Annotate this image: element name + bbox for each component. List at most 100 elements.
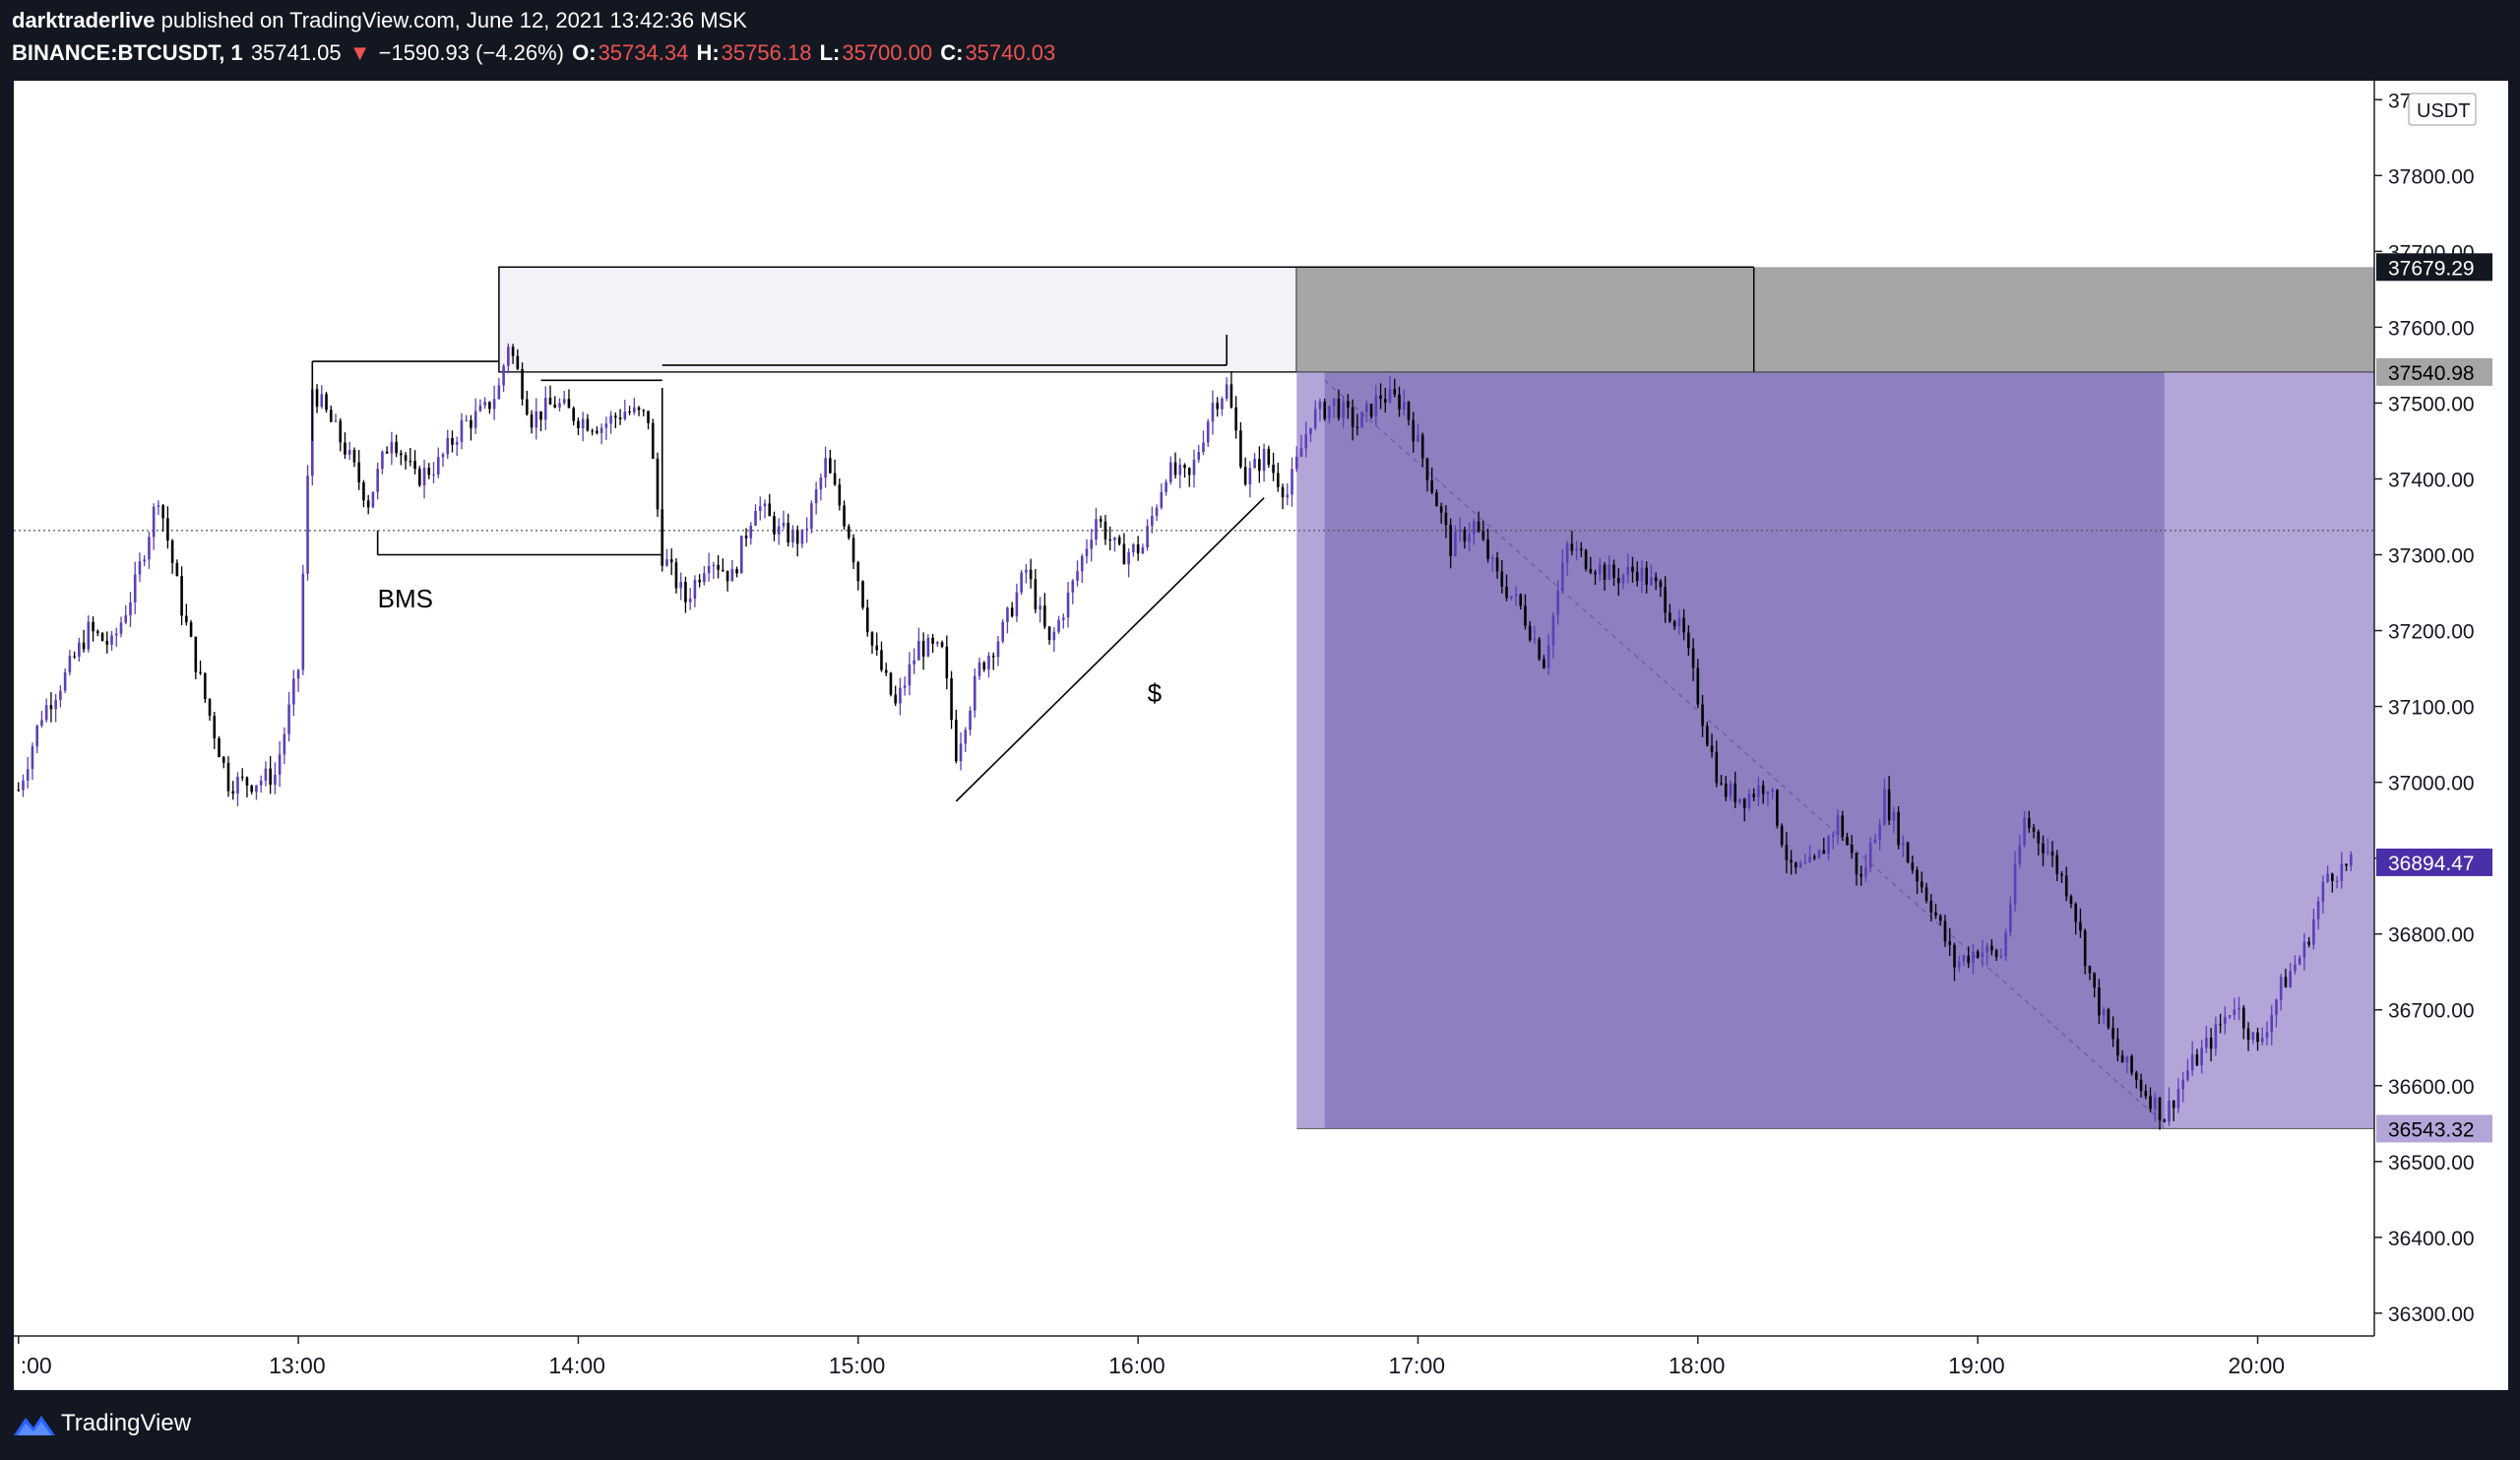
candle-body [787,523,789,542]
candle-body [1976,951,1980,958]
candle-body [1589,568,1593,573]
candle-body [427,468,431,476]
time-tick-label: 16:00 [1108,1353,1166,1378]
symbol-name[interactable]: BINANCE:BTCUSDT, 1 [12,40,243,65]
price-badge [2376,253,2492,282]
candle-body [810,503,813,529]
candle-body [1603,564,1606,580]
candle-body [1682,617,1685,633]
candle-body [1099,519,1102,522]
candle-body [1967,955,1970,964]
candle-body [1473,521,1476,535]
candle-body [2023,817,2026,846]
candle-body [409,461,412,463]
annotation-bms-label: BMS [378,584,433,613]
price-badge [2376,1114,2492,1143]
price-tick-label: 36400.00 [2388,1228,2475,1250]
price-tick-label: 37600.00 [2388,317,2475,340]
candle-body [535,411,538,428]
candle-body [2102,1009,2106,1016]
candle-body [1047,626,1051,641]
candle-body [1948,941,1952,945]
candle-body [292,678,295,705]
candle-body [991,656,995,658]
candle-body [199,671,202,673]
candle-body [1817,850,1821,858]
candle-body [1943,920,1947,942]
candle-body [1785,845,1789,860]
candle-body [2120,1055,2124,1063]
candle-body [1626,566,1630,575]
candle-body [1216,403,1219,410]
close-label: C: [940,40,964,65]
time-tick-label: :00 [21,1353,52,1378]
candle-body [543,398,547,420]
candle-body [2302,941,2306,958]
candle-body [763,503,767,507]
candle-body [558,403,561,408]
candle-body [889,672,893,695]
candle-body [1393,389,1397,395]
candle-body [1780,825,1784,846]
candle-body [1388,389,1392,403]
candle-body [1025,569,1028,573]
candle-body [376,469,379,492]
candle-body [143,559,146,562]
candle-body [921,641,925,657]
candle-body [22,780,25,791]
candle-body [404,455,408,462]
candle-body [777,526,781,535]
candle-body [250,785,253,793]
candle-body [865,607,869,633]
candle-body [1318,401,1322,410]
candle-body [1304,434,1308,449]
time-axis[interactable] [14,1336,2374,1390]
candle-body [110,635,113,645]
candle-body [283,733,286,755]
candle-body [1313,409,1317,428]
candle-body [2228,1015,2232,1017]
candle-body [1500,571,1504,587]
close-value: 35740.03 [965,40,1056,65]
candle-body [553,404,557,408]
candle-body [1584,549,1588,569]
candle-body [1449,525,1452,556]
supply-zone [1296,267,2374,372]
candle-body [63,671,67,691]
candle-body [2312,919,2315,945]
price-ticks-layer: 36300.00 36400.00 36500.00 36600.00 36700.00… [2373,81,2477,1336]
tradingview-logo-icon[interactable] [12,1410,57,1439]
candle-body [2233,1009,2236,1016]
candle-body [1985,945,1988,953]
candle-body [548,398,552,405]
publisher-name[interactable]: darktraderlive [12,8,156,32]
candle-body [735,569,738,574]
candle-body [2093,973,2096,988]
price-badge-label: 37679.29 [2388,257,2475,280]
candle-body [2186,1070,2189,1080]
candle-body [1701,704,1704,727]
candle-body [441,454,445,458]
time-tick-label: 17:00 [1388,1353,1445,1378]
candle-body [903,685,907,688]
high-value: 35756.18 [721,40,812,65]
candle-body [2037,831,2041,844]
candle-body [2275,999,2278,1015]
candle-body [2083,930,2087,967]
candle-body [2125,1055,2129,1063]
footer-brand[interactable]: TradingView [61,1410,192,1436]
candle-body [2205,1038,2208,1048]
candle-body [1957,961,1961,968]
candle-body [1374,395,1378,417]
candle-body [1897,811,1900,846]
candle-body [2246,1028,2250,1041]
candle-body [1724,784,1728,797]
candle-body [465,419,468,421]
candle-body [1994,950,1998,958]
candle-body [2111,1028,2114,1040]
candle-body [1710,745,1714,752]
candle-body [1052,631,1056,641]
candle-body [1570,543,1574,551]
candle-body [1524,605,1527,626]
